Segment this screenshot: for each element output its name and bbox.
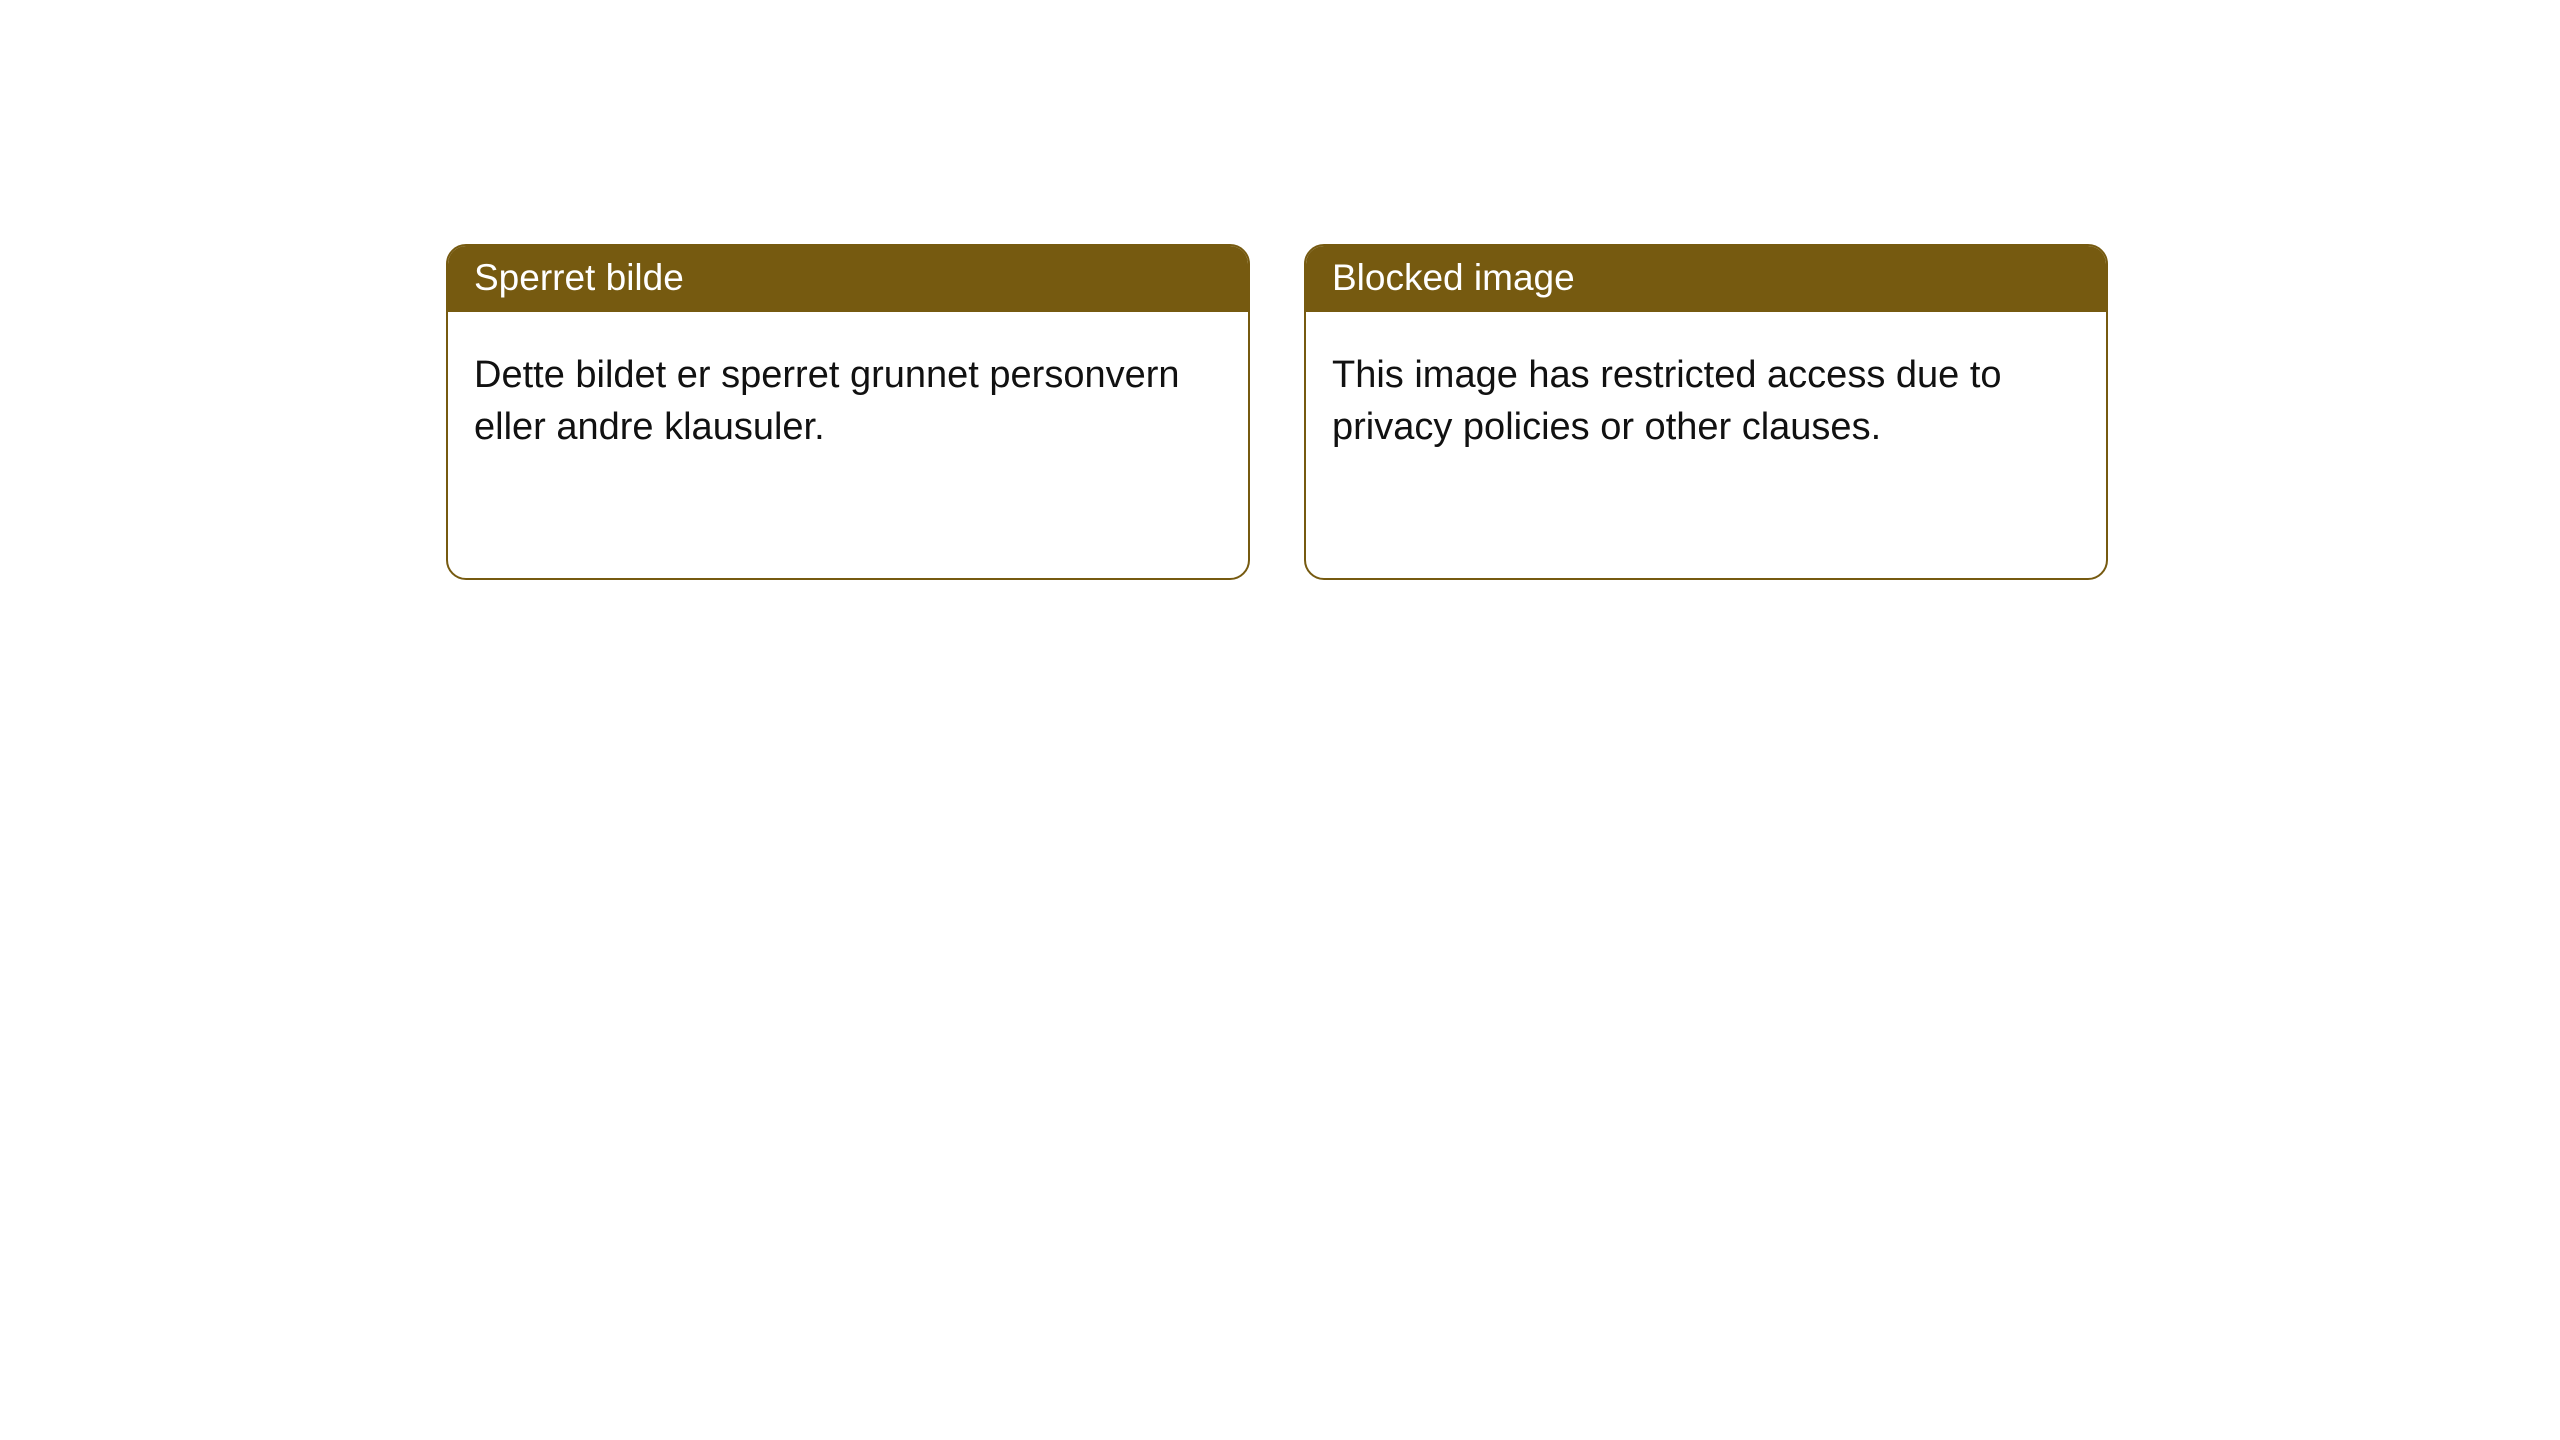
notice-body-no: Dette bildet er sperret grunnet personve… (448, 312, 1248, 479)
blocked-image-notices: Sperret bilde Dette bildet er sperret gr… (0, 0, 2560, 580)
notice-title-en: Blocked image (1306, 246, 2106, 312)
notice-card-en: Blocked image This image has restricted … (1304, 244, 2108, 580)
notice-body-en: This image has restricted access due to … (1306, 312, 2106, 479)
notice-card-no: Sperret bilde Dette bildet er sperret gr… (446, 244, 1250, 580)
notice-title-no: Sperret bilde (448, 246, 1248, 312)
